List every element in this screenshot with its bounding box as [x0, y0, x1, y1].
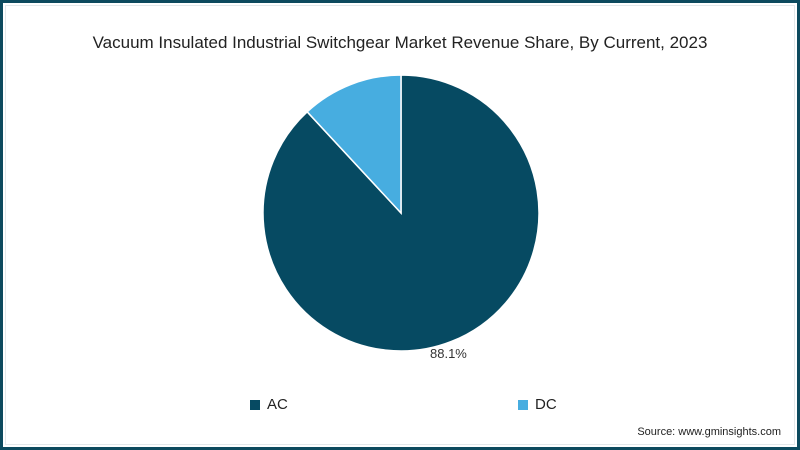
legend-item-dc: DC [518, 396, 557, 413]
source-note: Source: www.gminsights.com [637, 426, 781, 438]
legend-label-dc: DC [535, 396, 557, 413]
chart-title: Vacuum Insulated Industrial Switchgear M… [92, 33, 708, 52]
legend-label-ac: AC [267, 396, 288, 413]
legend-swatch-dc [518, 399, 528, 410]
legend-swatch-ac [250, 399, 260, 410]
pie-slice-dc [306, 74, 402, 215]
legend-item-ac: AC [250, 396, 288, 413]
data-label-ac: 88.1% [430, 346, 467, 361]
